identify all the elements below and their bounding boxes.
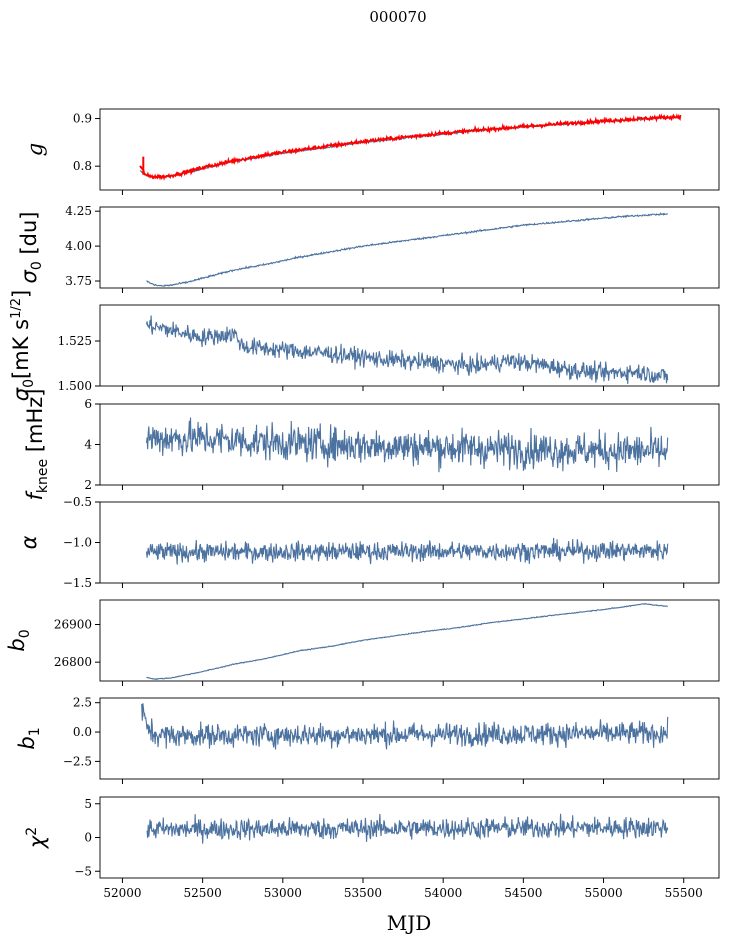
y-tick-label: 6 <box>84 397 92 411</box>
y-axis-label: fknee [mHz] <box>23 389 51 501</box>
y-tick-label: 0 <box>84 831 92 845</box>
x-axis-label: MJD <box>387 911 432 935</box>
panel-7: −5 0 5 χ2 <box>24 796 720 883</box>
x-tick-label: 53500 <box>344 886 382 900</box>
x-tick-label: 55500 <box>665 886 703 900</box>
panel-frame <box>99 599 720 682</box>
panel-4: −1.5 −1.0 −0.5 α <box>17 495 720 590</box>
y-axis-label: χ2 <box>24 827 49 849</box>
panel-frame <box>99 206 720 289</box>
x-tick-label: 54000 <box>424 886 462 900</box>
y-tick-label: 1.525 <box>58 334 92 348</box>
panel-2: 1.500 1.525 σ0[mK s1/2] <box>9 290 720 401</box>
y-tick-label: 0.0 <box>73 725 92 739</box>
series-line-blue <box>146 602 669 681</box>
x-tick-label: 54500 <box>504 886 542 900</box>
figure-title: 000070 <box>369 8 426 26</box>
series-line-blue <box>146 211 669 287</box>
y-axis-label: b1 <box>15 727 43 749</box>
y-tick-label: −1.5 <box>63 576 92 590</box>
y-tick-label: 2.5 <box>73 696 92 710</box>
series-line-blue <box>139 115 677 180</box>
y-tick-label: −5 <box>74 864 92 878</box>
panel-frame <box>99 501 720 584</box>
series-line-blue <box>145 537 669 565</box>
x-tick-label: 52000 <box>103 886 141 900</box>
y-tick-label: 4 <box>84 438 92 452</box>
y-tick-label: 2 <box>84 478 92 492</box>
y-axis-label: α <box>17 535 41 549</box>
panel-frame <box>99 697 720 780</box>
y-axis-label: σ0 [du] <box>17 212 45 284</box>
x-axis: 52000 52500 53000 53500 54000 54500 55000 55500 <box>103 886 702 900</box>
panels: 0.8 0.9 g 3.75 4.00 4.25 σ0 [du] 1.500 1.525 σ0[m… <box>5 108 720 883</box>
panel-frame <box>99 108 720 191</box>
y-tick-label: 0.9 <box>73 112 92 126</box>
series-line-blue <box>145 417 669 473</box>
x-tick-label: 55000 <box>584 886 622 900</box>
y-tick-label: 0.8 <box>73 159 92 173</box>
panel-6: −2.5 0.0 2.5 b1 <box>15 696 720 784</box>
panel-3: 2 4 6 fknee [mHz] <box>23 389 720 501</box>
series-line-blue <box>145 315 669 384</box>
y-tick-label: 3.75 <box>65 274 92 288</box>
y-tick-label: −0.5 <box>63 495 92 509</box>
series-line-red <box>139 113 682 181</box>
panel-frame <box>99 796 720 879</box>
panel-1: 3.75 4.00 4.25 σ0 [du] <box>17 204 720 293</box>
y-tick-label: 5 <box>84 797 92 811</box>
series-line-blue <box>141 703 669 750</box>
y-tick-label: 1.500 <box>58 379 92 393</box>
series-line-blue <box>146 813 669 844</box>
y-axis-label: σ0[mK s1/2] <box>9 290 37 401</box>
panel-5: 26800 26900 b0 <box>5 599 720 686</box>
y-tick-label: −2.5 <box>63 754 92 768</box>
y-tick-label: 26900 <box>54 617 92 631</box>
y-tick-label: 4.25 <box>65 204 92 218</box>
panel-frame <box>99 304 720 387</box>
y-tick-label: 26800 <box>54 655 92 669</box>
x-tick-label: 52500 <box>184 886 222 900</box>
panel-0: 0.8 0.9 g <box>23 108 720 195</box>
y-tick-label: −1.0 <box>63 536 92 550</box>
y-axis-label: g <box>23 143 47 156</box>
y-tick-label: 4.00 <box>65 239 92 253</box>
x-tick-label: 53000 <box>264 886 302 900</box>
y-axis-label: b0 <box>5 629 33 651</box>
